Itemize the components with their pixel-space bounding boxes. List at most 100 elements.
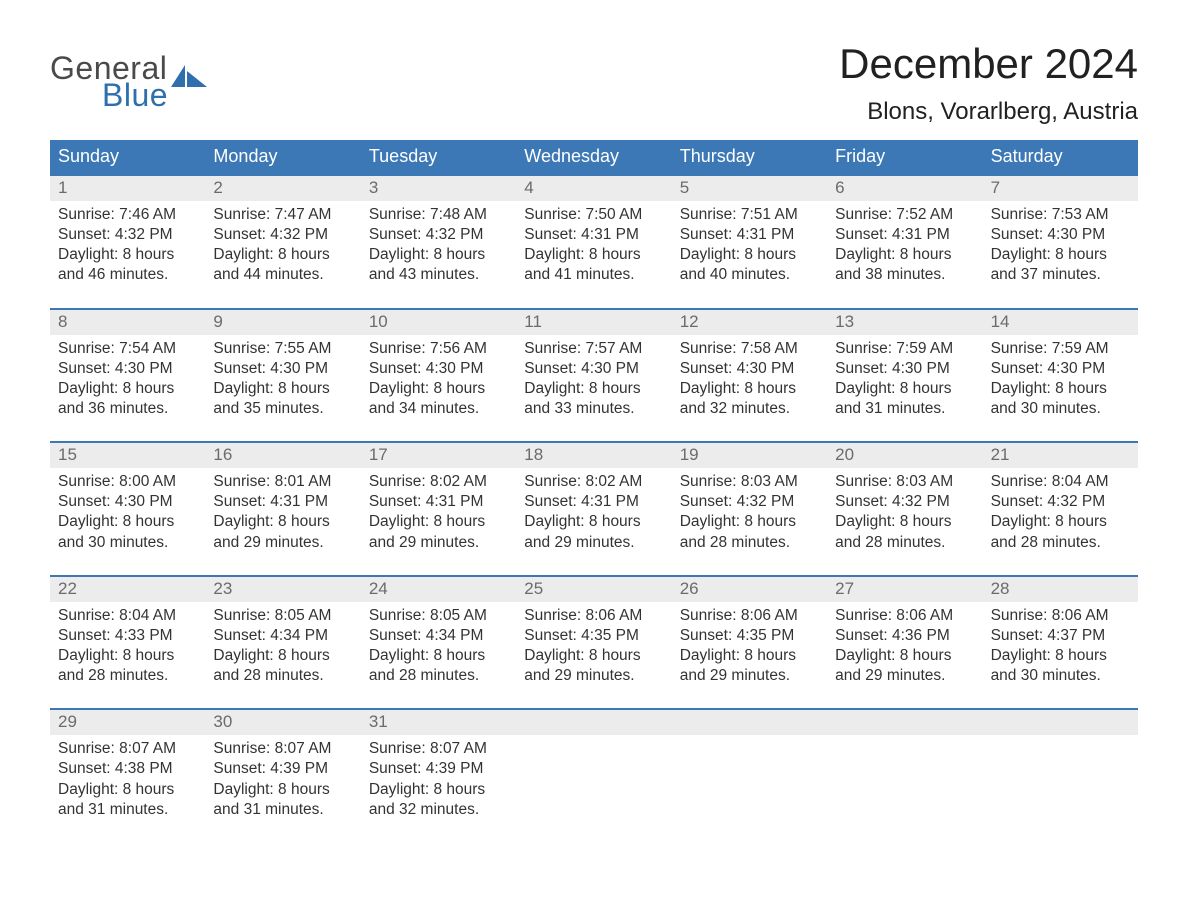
day-cell: Sunrise: 8:07 AMSunset: 4:39 PMDaylight:… bbox=[205, 735, 360, 824]
day-number: 21 bbox=[983, 443, 1138, 468]
daylight-line: Daylight: 8 hours and 44 minutes. bbox=[213, 245, 352, 285]
day-cell: Sunrise: 7:51 AMSunset: 4:31 PMDaylight:… bbox=[672, 201, 827, 290]
day-number: 31 bbox=[361, 710, 516, 735]
sunset-line: Sunset: 4:39 PM bbox=[369, 759, 508, 779]
sunset-line: Sunset: 4:38 PM bbox=[58, 759, 197, 779]
sunset-line: Sunset: 4:32 PM bbox=[835, 492, 974, 512]
sunrise-line: Sunrise: 8:07 AM bbox=[58, 739, 197, 759]
day-number bbox=[983, 710, 1138, 735]
day-number bbox=[672, 710, 827, 735]
daylight-line: Daylight: 8 hours and 33 minutes. bbox=[524, 379, 663, 419]
sunset-line: Sunset: 4:31 PM bbox=[524, 492, 663, 512]
day-number: 25 bbox=[516, 577, 671, 602]
day-cell bbox=[983, 735, 1138, 824]
day-cell: Sunrise: 7:59 AMSunset: 4:30 PMDaylight:… bbox=[983, 335, 1138, 424]
day-number: 30 bbox=[205, 710, 360, 735]
sunrise-line: Sunrise: 7:48 AM bbox=[369, 205, 508, 225]
sunset-line: Sunset: 4:32 PM bbox=[680, 492, 819, 512]
day-number: 9 bbox=[205, 310, 360, 335]
day-number: 6 bbox=[827, 176, 982, 201]
day-number bbox=[827, 710, 982, 735]
day-cell: Sunrise: 8:06 AMSunset: 4:37 PMDaylight:… bbox=[983, 602, 1138, 691]
day-cell: Sunrise: 7:47 AMSunset: 4:32 PMDaylight:… bbox=[205, 201, 360, 290]
day-number: 12 bbox=[672, 310, 827, 335]
sunset-line: Sunset: 4:31 PM bbox=[369, 492, 508, 512]
day-number: 2 bbox=[205, 176, 360, 201]
day-number: 27 bbox=[827, 577, 982, 602]
daylight-line: Daylight: 8 hours and 29 minutes. bbox=[835, 646, 974, 686]
day-number: 26 bbox=[672, 577, 827, 602]
daylight-line: Daylight: 8 hours and 36 minutes. bbox=[58, 379, 197, 419]
sunset-line: Sunset: 4:32 PM bbox=[213, 225, 352, 245]
logo-sail-icon bbox=[171, 65, 207, 87]
daylight-line: Daylight: 8 hours and 41 minutes. bbox=[524, 245, 663, 285]
day-cell: Sunrise: 8:03 AMSunset: 4:32 PMDaylight:… bbox=[827, 468, 982, 557]
calendar: SundayMondayTuesdayWednesdayThursdayFrid… bbox=[50, 140, 1138, 824]
daylight-line: Daylight: 8 hours and 29 minutes. bbox=[680, 646, 819, 686]
day-number: 29 bbox=[50, 710, 205, 735]
daylight-line: Daylight: 8 hours and 30 minutes. bbox=[991, 379, 1130, 419]
week-row: 293031Sunrise: 8:07 AMSunset: 4:38 PMDay… bbox=[50, 708, 1138, 824]
weekday-wednesday: Wednesday bbox=[516, 140, 671, 174]
daylight-line: Daylight: 8 hours and 43 minutes. bbox=[369, 245, 508, 285]
daylight-line: Daylight: 8 hours and 37 minutes. bbox=[991, 245, 1130, 285]
day-cell bbox=[672, 735, 827, 824]
day-cell: Sunrise: 8:00 AMSunset: 4:30 PMDaylight:… bbox=[50, 468, 205, 557]
day-number: 16 bbox=[205, 443, 360, 468]
sunset-line: Sunset: 4:33 PM bbox=[58, 626, 197, 646]
weekday-friday: Friday bbox=[827, 140, 982, 174]
day-cell: Sunrise: 7:56 AMSunset: 4:30 PMDaylight:… bbox=[361, 335, 516, 424]
daynum-row: 293031 bbox=[50, 710, 1138, 735]
sunrise-line: Sunrise: 7:47 AM bbox=[213, 205, 352, 225]
sunset-line: Sunset: 4:30 PM bbox=[991, 225, 1130, 245]
weekday-thursday: Thursday bbox=[672, 140, 827, 174]
day-number: 20 bbox=[827, 443, 982, 468]
daylight-line: Daylight: 8 hours and 30 minutes. bbox=[58, 512, 197, 552]
day-number: 3 bbox=[361, 176, 516, 201]
sunrise-line: Sunrise: 8:01 AM bbox=[213, 472, 352, 492]
sunset-line: Sunset: 4:36 PM bbox=[835, 626, 974, 646]
day-cell bbox=[516, 735, 671, 824]
sunset-line: Sunset: 4:30 PM bbox=[524, 359, 663, 379]
sunset-line: Sunset: 4:35 PM bbox=[680, 626, 819, 646]
daylight-line: Daylight: 8 hours and 31 minutes. bbox=[835, 379, 974, 419]
day-cell: Sunrise: 7:57 AMSunset: 4:30 PMDaylight:… bbox=[516, 335, 671, 424]
day-cell: Sunrise: 8:02 AMSunset: 4:31 PMDaylight:… bbox=[361, 468, 516, 557]
weekday-monday: Monday bbox=[205, 140, 360, 174]
sunset-line: Sunset: 4:30 PM bbox=[835, 359, 974, 379]
week-row: 1234567Sunrise: 7:46 AMSunset: 4:32 PMDa… bbox=[50, 174, 1138, 290]
sunset-line: Sunset: 4:30 PM bbox=[58, 359, 197, 379]
sunrise-line: Sunrise: 7:50 AM bbox=[524, 205, 663, 225]
daylight-line: Daylight: 8 hours and 29 minutes. bbox=[524, 512, 663, 552]
sunset-line: Sunset: 4:32 PM bbox=[991, 492, 1130, 512]
day-cell: Sunrise: 8:02 AMSunset: 4:31 PMDaylight:… bbox=[516, 468, 671, 557]
sunset-line: Sunset: 4:30 PM bbox=[680, 359, 819, 379]
day-cell: Sunrise: 7:55 AMSunset: 4:30 PMDaylight:… bbox=[205, 335, 360, 424]
logo-word-blue: Blue bbox=[102, 77, 168, 114]
sunrise-line: Sunrise: 7:54 AM bbox=[58, 339, 197, 359]
daylight-line: Daylight: 8 hours and 28 minutes. bbox=[680, 512, 819, 552]
day-cell: Sunrise: 8:04 AMSunset: 4:33 PMDaylight:… bbox=[50, 602, 205, 691]
sunset-line: Sunset: 4:32 PM bbox=[58, 225, 197, 245]
day-cell: Sunrise: 8:07 AMSunset: 4:38 PMDaylight:… bbox=[50, 735, 205, 824]
daylight-line: Daylight: 8 hours and 40 minutes. bbox=[680, 245, 819, 285]
day-cell: Sunrise: 8:06 AMSunset: 4:35 PMDaylight:… bbox=[672, 602, 827, 691]
sunrise-line: Sunrise: 8:03 AM bbox=[835, 472, 974, 492]
daylight-line: Daylight: 8 hours and 32 minutes. bbox=[680, 379, 819, 419]
daylight-line: Daylight: 8 hours and 28 minutes. bbox=[835, 512, 974, 552]
day-cell: Sunrise: 7:59 AMSunset: 4:30 PMDaylight:… bbox=[827, 335, 982, 424]
sunrise-line: Sunrise: 8:04 AM bbox=[58, 606, 197, 626]
day-number: 18 bbox=[516, 443, 671, 468]
weekday-tuesday: Tuesday bbox=[361, 140, 516, 174]
sunrise-line: Sunrise: 7:59 AM bbox=[835, 339, 974, 359]
day-number bbox=[516, 710, 671, 735]
sunset-line: Sunset: 4:30 PM bbox=[369, 359, 508, 379]
sunrise-line: Sunrise: 7:51 AM bbox=[680, 205, 819, 225]
day-number: 4 bbox=[516, 176, 671, 201]
sunset-line: Sunset: 4:31 PM bbox=[524, 225, 663, 245]
sunset-line: Sunset: 4:30 PM bbox=[58, 492, 197, 512]
day-number: 10 bbox=[361, 310, 516, 335]
daynum-row: 15161718192021 bbox=[50, 443, 1138, 468]
day-number: 8 bbox=[50, 310, 205, 335]
day-cell: Sunrise: 7:46 AMSunset: 4:32 PMDaylight:… bbox=[50, 201, 205, 290]
